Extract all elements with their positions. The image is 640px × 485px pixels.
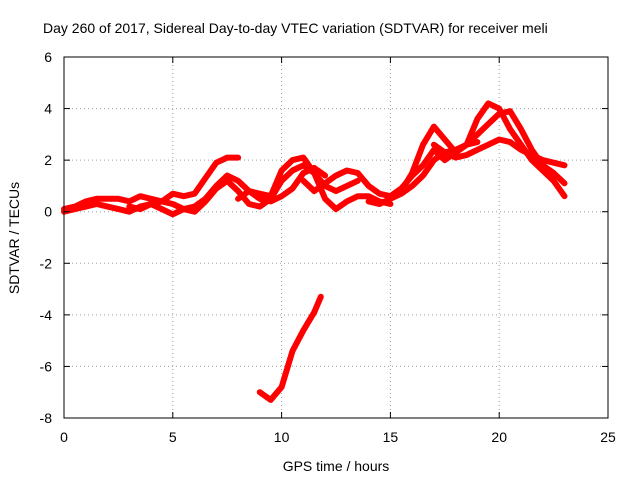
series-track-h (430, 136, 568, 169)
x-tick-label: 25 (600, 429, 616, 445)
x-tick-label: 15 (383, 429, 399, 445)
grid-layer (64, 57, 608, 418)
x-tick-label: 0 (60, 429, 68, 445)
x-tick-label: 10 (274, 429, 290, 445)
series-track-d (235, 154, 394, 213)
y-tick-label: 2 (44, 152, 52, 168)
series-track-i (256, 293, 324, 403)
y-tick-label: -8 (40, 410, 53, 426)
series-track-b (61, 164, 329, 218)
x-tick-label: 5 (169, 429, 177, 445)
x-tick-label: 20 (491, 429, 507, 445)
tick-layer: 0 5 10 15 20 25 -8 -6 -4 -2 0 2 4 6 (40, 49, 616, 445)
series-track-a (61, 154, 242, 213)
y-tick-label: 0 (44, 204, 52, 220)
y-tick-label: 4 (44, 101, 52, 117)
y-tick-label: -2 (40, 255, 53, 271)
y-tick-label: -6 (40, 358, 53, 374)
y-tick-label: 6 (44, 49, 52, 65)
series-layer (61, 100, 568, 403)
y-axis-title: SDTVAR / TECUs (6, 182, 22, 294)
y-tick-label: -4 (40, 307, 53, 323)
plot-frame (63, 56, 609, 419)
chart-title: Day 260 of 2017, Sidereal Day-to-day VTE… (43, 20, 548, 36)
x-axis-title: GPS time / hours (283, 458, 390, 474)
